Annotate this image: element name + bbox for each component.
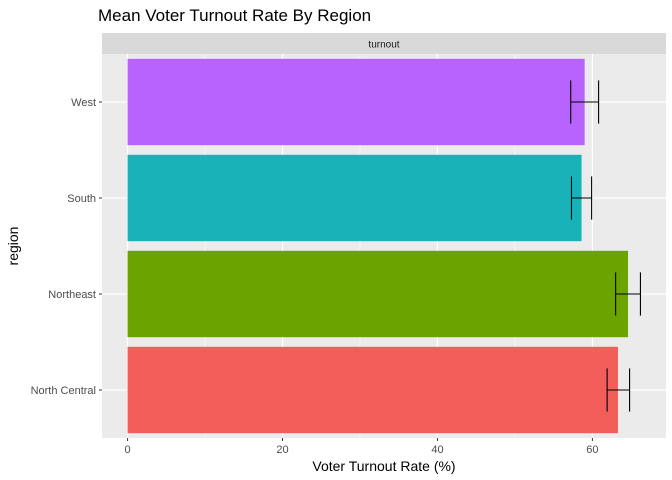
y-axis: North Central Northeast South West	[31, 97, 102, 397]
y-tick-label: North Central	[31, 385, 96, 397]
bar-south	[127, 154, 582, 242]
error-bar	[606, 368, 631, 412]
bar-north-central	[127, 346, 618, 434]
x-tick-label: 0	[125, 444, 131, 456]
error-bar	[570, 176, 593, 220]
error-bar	[615, 272, 641, 316]
x-tick-label: 20	[276, 444, 288, 456]
x-tick-label: 60	[586, 444, 598, 456]
facet-strip-label: turnout	[368, 40, 399, 51]
x-tick-label: 40	[431, 444, 443, 456]
chart-title: Mean Voter Turnout Rate By Region	[98, 6, 371, 25]
y-tick-label: West	[71, 97, 96, 109]
y-tick-label: Northeast	[48, 289, 96, 301]
bar-northeast	[127, 250, 629, 338]
error-bar	[570, 80, 600, 124]
y-tick-label: South	[67, 193, 96, 205]
x-axis: 0 20 40 60	[125, 438, 599, 456]
bar-west	[127, 58, 585, 146]
y-axis-title: region	[5, 227, 21, 266]
x-axis-title: Voter Turnout Rate (%)	[312, 458, 455, 474]
facet-strip	[102, 33, 666, 54]
error-bars	[570, 80, 641, 412]
bars	[127, 58, 629, 434]
